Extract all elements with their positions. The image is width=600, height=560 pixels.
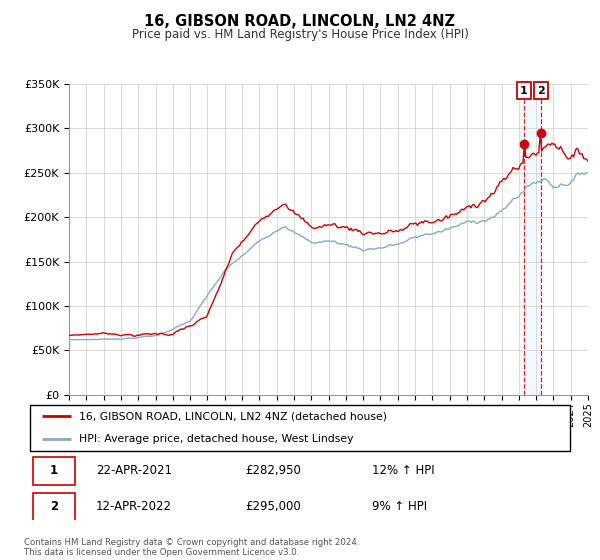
Text: 12-APR-2022: 12-APR-2022 [96,500,172,514]
Text: 9% ↑ HPI: 9% ↑ HPI [372,500,427,514]
Text: 2: 2 [50,500,58,514]
Text: 2: 2 [537,86,545,96]
Text: £282,950: £282,950 [245,464,301,477]
Text: HPI: Average price, detached house, West Lindsey: HPI: Average price, detached house, West… [79,435,353,444]
Text: 16, GIBSON ROAD, LINCOLN, LN2 4NZ (detached house): 16, GIBSON ROAD, LINCOLN, LN2 4NZ (detac… [79,412,386,421]
Text: Contains HM Land Registry data © Crown copyright and database right 2024.
This d: Contains HM Land Registry data © Crown c… [24,538,359,557]
FancyBboxPatch shape [34,456,75,485]
Text: 1: 1 [520,86,527,96]
FancyBboxPatch shape [34,493,75,521]
Text: 16, GIBSON ROAD, LINCOLN, LN2 4NZ: 16, GIBSON ROAD, LINCOLN, LN2 4NZ [145,14,455,29]
Text: 1: 1 [50,464,58,477]
Text: 12% ↑ HPI: 12% ↑ HPI [372,464,434,477]
Text: 22-APR-2021: 22-APR-2021 [96,464,172,477]
Text: Price paid vs. HM Land Registry's House Price Index (HPI): Price paid vs. HM Land Registry's House … [131,28,469,41]
Bar [524,84,541,395]
Text: £295,000: £295,000 [245,500,301,514]
